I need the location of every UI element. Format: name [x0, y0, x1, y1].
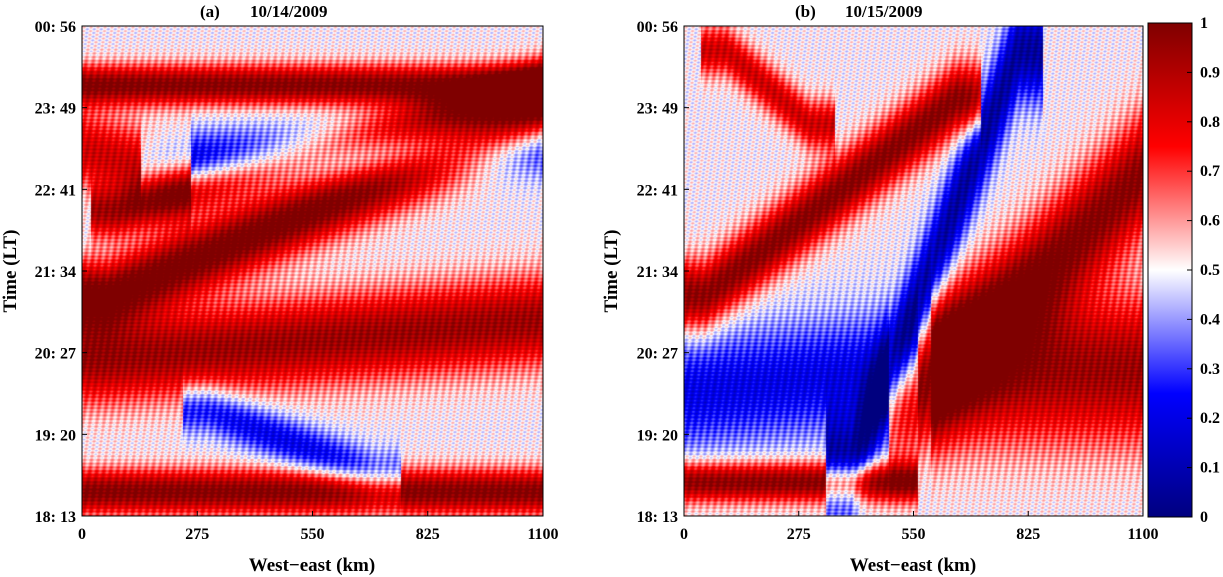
colorbar-tick-label: 0.9: [1200, 64, 1220, 81]
colorbar: 0 0.1 0.2 0.3 0.4 0.5 0.6 0.7 0.8 0.9 1: [1147, 15, 1220, 526]
colorbar-tick-label: 0.4: [1200, 311, 1220, 328]
colorbar-ticks: 0 0.1 0.2 0.3 0.4 0.5 0.6 0.7 0.8 0.9 1: [1187, 15, 1220, 526]
panel-a-title: 10/14/2009: [250, 2, 327, 21]
y-tick-label: 18: 13: [637, 509, 678, 526]
x-tick-label: 275: [185, 526, 209, 543]
colorbar-tick-label: 0.5: [1200, 262, 1220, 279]
x-tick-label: 275: [787, 526, 811, 543]
panel-b: (b) 10/15/2009 0 275 550 825 1100 18: 13 19: 2…: [601, 2, 1159, 576]
x-tick-label: 825: [1016, 526, 1040, 543]
y-tick-label: 00: 56: [35, 19, 76, 36]
colorbar-tick-label: 0.3: [1200, 361, 1220, 378]
heatmap-b: [684, 26, 1143, 516]
colorbar-tick-label: 0: [1200, 509, 1208, 526]
panel-b-label: (b): [795, 2, 816, 21]
y-tick-label: 22: 41: [35, 182, 76, 199]
heatmap-a: [82, 26, 543, 516]
y-axis-label-a: Time (LT): [0, 230, 21, 313]
y-tick-label: 20: 27: [35, 346, 76, 363]
x-tick-label: 550: [902, 526, 926, 543]
y-tick-label: 23: 49: [35, 101, 76, 118]
colorbar-gradient: [1147, 22, 1193, 518]
x-tick-label: 1100: [1127, 526, 1158, 543]
colorbar-tick-label: 0.8: [1200, 114, 1220, 131]
y-tick-label: 23: 49: [637, 101, 678, 118]
y-tick-label: 21: 34: [35, 264, 76, 281]
panel-a: (a) 10/14/2009 0 275 550 825 1100 18: 13 19: 2…: [0, 2, 559, 576]
panel-b-title: 10/15/2009: [845, 2, 922, 21]
colorbar-tick-label: 0.2: [1200, 410, 1220, 427]
x-tick-label: 550: [301, 526, 325, 543]
x-axis-label-a: West−east (km): [249, 555, 375, 576]
x-axis-label-b: West−east (km): [850, 555, 976, 576]
y-tick-label: 20: 27: [637, 346, 678, 363]
heatmap-b-container: [684, 26, 1143, 516]
axis-ticks-a: 0 275 550 825 1100 18: 13 19: 20 20: 27 21: 34 22…: [35, 19, 559, 543]
heatmap-a-container: [82, 26, 543, 516]
x-tick-label: 0: [78, 526, 86, 543]
y-tick-label: 00: 56: [637, 19, 678, 36]
x-tick-label: 1100: [527, 526, 558, 543]
x-tick-label: 825: [416, 526, 440, 543]
colorbar-tick-label: 1: [1200, 15, 1208, 32]
x-tick-label: 0: [680, 526, 688, 543]
y-tick-label: 21: 34: [637, 264, 678, 281]
y-tick-label: 19: 20: [35, 427, 76, 444]
y-axis-label-b: Time (LT): [601, 230, 622, 313]
y-tick-label: 19: 20: [637, 427, 678, 444]
colorbar-tick-label: 0.6: [1200, 213, 1220, 230]
colorbar-tick-label: 0.1: [1200, 460, 1220, 477]
panel-a-label: (a): [200, 2, 220, 21]
y-tick-label: 22: 41: [637, 182, 678, 199]
colorbar-tick-label: 0.7: [1200, 163, 1220, 180]
axis-ticks-b: 0 275 550 825 1100 18: 13 19: 20 20: 27 21: 34 22…: [637, 19, 1159, 543]
y-tick-label: 18: 13: [35, 509, 76, 526]
